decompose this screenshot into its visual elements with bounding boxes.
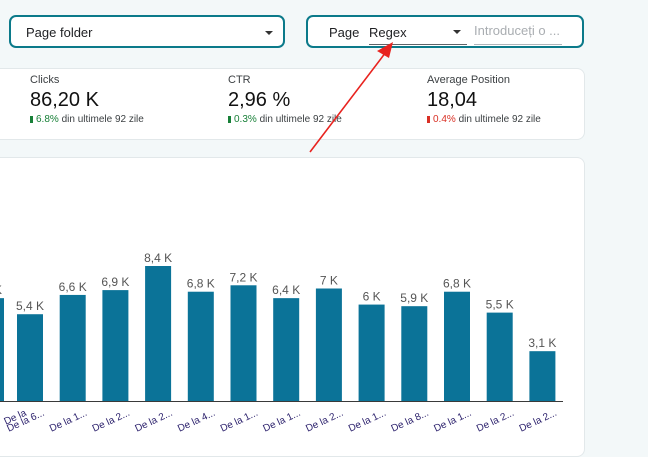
data-label-4: 6,8 K [187, 277, 215, 291]
bar-2 [102, 290, 129, 401]
ctr-scorecard: CTR 2,96 % 0.3% din ultimele 92 zile [228, 74, 342, 125]
data-label-11: 5,5 K [486, 298, 514, 312]
arrow-up-icon [228, 116, 231, 123]
category-label-9: De la 8... [390, 408, 431, 435]
average-position-label: Average Position [427, 74, 510, 86]
bar-7 [315, 288, 342, 401]
chevron-down-icon [453, 30, 461, 34]
bar-1 [59, 294, 86, 401]
bar-4 [187, 291, 214, 401]
average-position-scorecard: Average Position 18,04 0.4% din ultimele… [427, 74, 541, 125]
average-position-value: 18,04 [427, 89, 478, 111]
average-position-delta-value: 0.4% [433, 114, 456, 125]
bar-3 [145, 266, 172, 401]
clicks-value: 86,20 K [30, 89, 99, 111]
bar-12 [529, 351, 556, 401]
data-label-0: 5,4 K [16, 299, 44, 313]
data-label-partial: K [0, 283, 2, 297]
ctr-value: 2,96 % [228, 89, 291, 111]
category-label-6: De la 1... [262, 408, 303, 435]
chevron-down-icon [265, 31, 273, 35]
average-position-delta: 0.4% din ultimele 92 zile [427, 114, 541, 125]
match-mode-select[interactable]: Regex [369, 20, 467, 45]
clicks-label: Clicks [30, 74, 60, 86]
data-label-2: 6,9 K [101, 275, 129, 289]
bar-0 [17, 314, 43, 401]
category-label-2: De la 2... [91, 408, 132, 435]
category-label-0: De la 6... [5, 408, 46, 435]
ctr-delta-value: 0.3% [234, 114, 257, 125]
data-label-7: 7 K [320, 274, 338, 288]
regex-input[interactable] [474, 23, 562, 38]
category-label-12: De la 2... [518, 408, 559, 435]
bar-10 [444, 291, 470, 401]
data-label-12: 3,1 K [528, 336, 556, 350]
data-label-6: 6,4 K [272, 283, 300, 297]
scorecards-panel [0, 68, 585, 140]
bar-5 [230, 285, 257, 401]
clicks-bar-chart: KDe la5,4 KDe la 6...6,6 KDe la 1...6,9 … [0, 251, 563, 435]
category-label-11: De la 2... [475, 408, 516, 435]
ctr-delta: 0.3% din ultimele 92 zile [228, 114, 342, 125]
ctr-label: CTR [228, 74, 251, 86]
category-label-3: De la 2... [133, 408, 174, 435]
category-label-7: De la 2... [304, 408, 345, 435]
bar-11 [486, 312, 513, 401]
data-label-10: 6,8 K [443, 277, 471, 291]
average-position-delta-period: din ultimele 92 zile [458, 114, 541, 125]
category-label-8: De la 1... [347, 408, 388, 435]
category-label-4: De la 4... [176, 408, 217, 435]
regex-input-wrapper [474, 20, 562, 45]
data-label-3: 8,4 K [144, 251, 172, 265]
bar-9 [401, 306, 428, 401]
match-mode-value: Regex [369, 25, 407, 40]
clicks-delta-value: 6.8% [36, 114, 59, 125]
page-folder-label: Page folder [26, 25, 93, 40]
ctr-delta-period: din ultimele 92 zile [259, 114, 342, 125]
clicks-delta: 6.8% din ultimele 92 zile [30, 114, 144, 125]
data-label-5: 7,2 K [229, 270, 257, 284]
bar-6 [273, 298, 300, 401]
category-label-1: De la 1... [48, 408, 89, 435]
page-regex-filter: Page Regex [306, 15, 584, 48]
bar-partial [0, 298, 4, 401]
bar-8 [358, 304, 385, 401]
data-label-9: 5,9 K [400, 291, 428, 305]
data-label-1: 6,6 K [59, 280, 87, 294]
arrow-down-icon [427, 116, 430, 123]
page-filter-label: Page [329, 25, 360, 40]
clicks-delta-period: din ultimele 92 zile [61, 114, 144, 125]
category-label-5: De la 1... [219, 408, 260, 435]
page-folder-filter[interactable]: Page folder [9, 15, 285, 48]
arrow-up-icon [30, 116, 33, 123]
data-label-8: 6 K [363, 290, 381, 304]
clicks-scorecard: Clicks 86,20 K 6.8% din ultimele 92 zile [30, 74, 144, 125]
category-label-10: De la 1... [432, 408, 473, 435]
